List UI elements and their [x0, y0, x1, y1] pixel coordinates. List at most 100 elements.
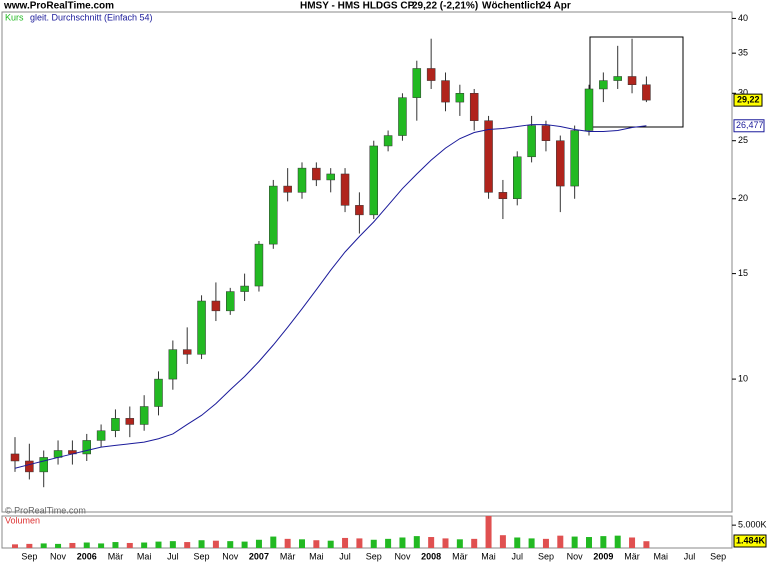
candle-body [340, 173, 350, 206]
x-tick-label: Nov [567, 551, 584, 561]
candle-body [139, 406, 149, 425]
volume-bar [413, 536, 420, 548]
candle-body [254, 243, 264, 287]
candle-body [613, 76, 622, 81]
y-tick-label: 10 [738, 373, 748, 383]
candle-body [10, 453, 20, 462]
y-tick-label: 35 [738, 48, 748, 58]
volume-bar [198, 540, 205, 548]
candle-body [25, 460, 34, 473]
x-tick-label: Sep [366, 551, 382, 561]
candle-body [441, 80, 450, 103]
volume-tick-label: 5.000K [738, 520, 767, 530]
candle-body [96, 430, 106, 441]
footer: © ProRealTime.com [5, 505, 86, 515]
x-tick-label: 2009 [593, 551, 613, 561]
x-tick-label: 2008 [421, 551, 441, 561]
x-tick-label: Mär [280, 551, 296, 561]
price-panel [1, 11, 733, 513]
x-tick-label: Mai [309, 551, 324, 561]
candle-body [398, 97, 407, 136]
volume-bar [184, 542, 191, 548]
y-tick-label: 40 [738, 13, 748, 23]
x-tick-label: Nov [222, 551, 239, 561]
volume-bar [471, 538, 478, 548]
candle-body [197, 300, 206, 355]
volume-bar [69, 542, 76, 548]
volume-bar [26, 543, 33, 548]
volume-bar [313, 540, 320, 548]
candle-body [642, 84, 651, 101]
volume-bar [255, 539, 262, 548]
candle-body [226, 291, 235, 312]
candle-body [355, 205, 364, 216]
title: HMSY - HMS HLDGS CP [300, 1, 415, 12]
candle-body [584, 88, 594, 131]
x-tick-label: Mai [653, 551, 668, 561]
x-tick-label: 2007 [249, 551, 269, 561]
volume-title: Volumen [5, 515, 40, 525]
volume-bar [83, 542, 90, 548]
candle-body [369, 145, 378, 216]
candle-body [125, 418, 135, 425]
ma-label: 26,477 [736, 120, 764, 130]
volume-bar [586, 537, 592, 548]
candle-body [513, 156, 522, 200]
y-tick-label: 20 [738, 193, 748, 203]
volume-bar [356, 538, 363, 548]
volume-bar [499, 535, 506, 548]
volume-bar [227, 541, 234, 548]
volume-bar [428, 537, 435, 548]
volume-bar [270, 536, 277, 548]
volume-bar [399, 537, 406, 548]
volume-bar [514, 537, 521, 548]
last-price-box [733, 93, 763, 107]
volume-bar [643, 541, 650, 548]
volume-bar [126, 542, 133, 548]
volume-bar [571, 536, 578, 548]
x-tick-label: Mär [624, 551, 640, 561]
volume-bar [442, 538, 449, 548]
candle-body [211, 300, 221, 312]
x-tick-label: Nov [394, 551, 411, 561]
candle-body [182, 349, 192, 355]
candle-body [412, 68, 422, 98]
x-tick-label: Mär [452, 551, 468, 561]
moving-average [14, 124, 647, 469]
volume-bar [528, 538, 535, 548]
candle-body [455, 93, 465, 103]
volume-bar [169, 541, 176, 548]
period: Wöchentlich [482, 1, 541, 12]
candle-body [269, 185, 278, 245]
volume-bar [284, 538, 291, 548]
volume-bar [12, 544, 18, 548]
volume-bar [141, 542, 148, 548]
volume-panel [1, 515, 733, 549]
candle-body [627, 76, 637, 85]
volume-bar [557, 535, 564, 548]
candle-body [326, 173, 335, 181]
x-tick-label: Sep [538, 551, 554, 561]
x-tick-label: Mär [108, 551, 124, 561]
volume-bar [299, 539, 305, 548]
candle-body [541, 125, 551, 141]
volume-bar [385, 538, 392, 548]
candle-body [484, 120, 493, 193]
volume-bar [542, 538, 549, 548]
quote: 29,22 (-2,21%) [412, 1, 478, 12]
candle-body [469, 93, 479, 121]
candle-body [498, 192, 508, 200]
x-tick-label: Sep [194, 551, 210, 561]
x-tick-label: Sep [710, 551, 726, 561]
y-tick-label: 25 [738, 135, 748, 145]
x-tick-label: Mai [481, 551, 496, 561]
candle-body [82, 440, 91, 455]
x-tick-label: Jul [339, 551, 351, 561]
x-tick-label: Jul [167, 551, 179, 561]
candle-body [39, 457, 48, 473]
legend-entry: gleit. Durchschnitt (Einfach 54) [30, 12, 153, 22]
volume-bar [112, 542, 119, 548]
ma-box [733, 119, 765, 133]
volume-bar [614, 535, 621, 548]
last-price-label: 29,22 [737, 94, 760, 104]
